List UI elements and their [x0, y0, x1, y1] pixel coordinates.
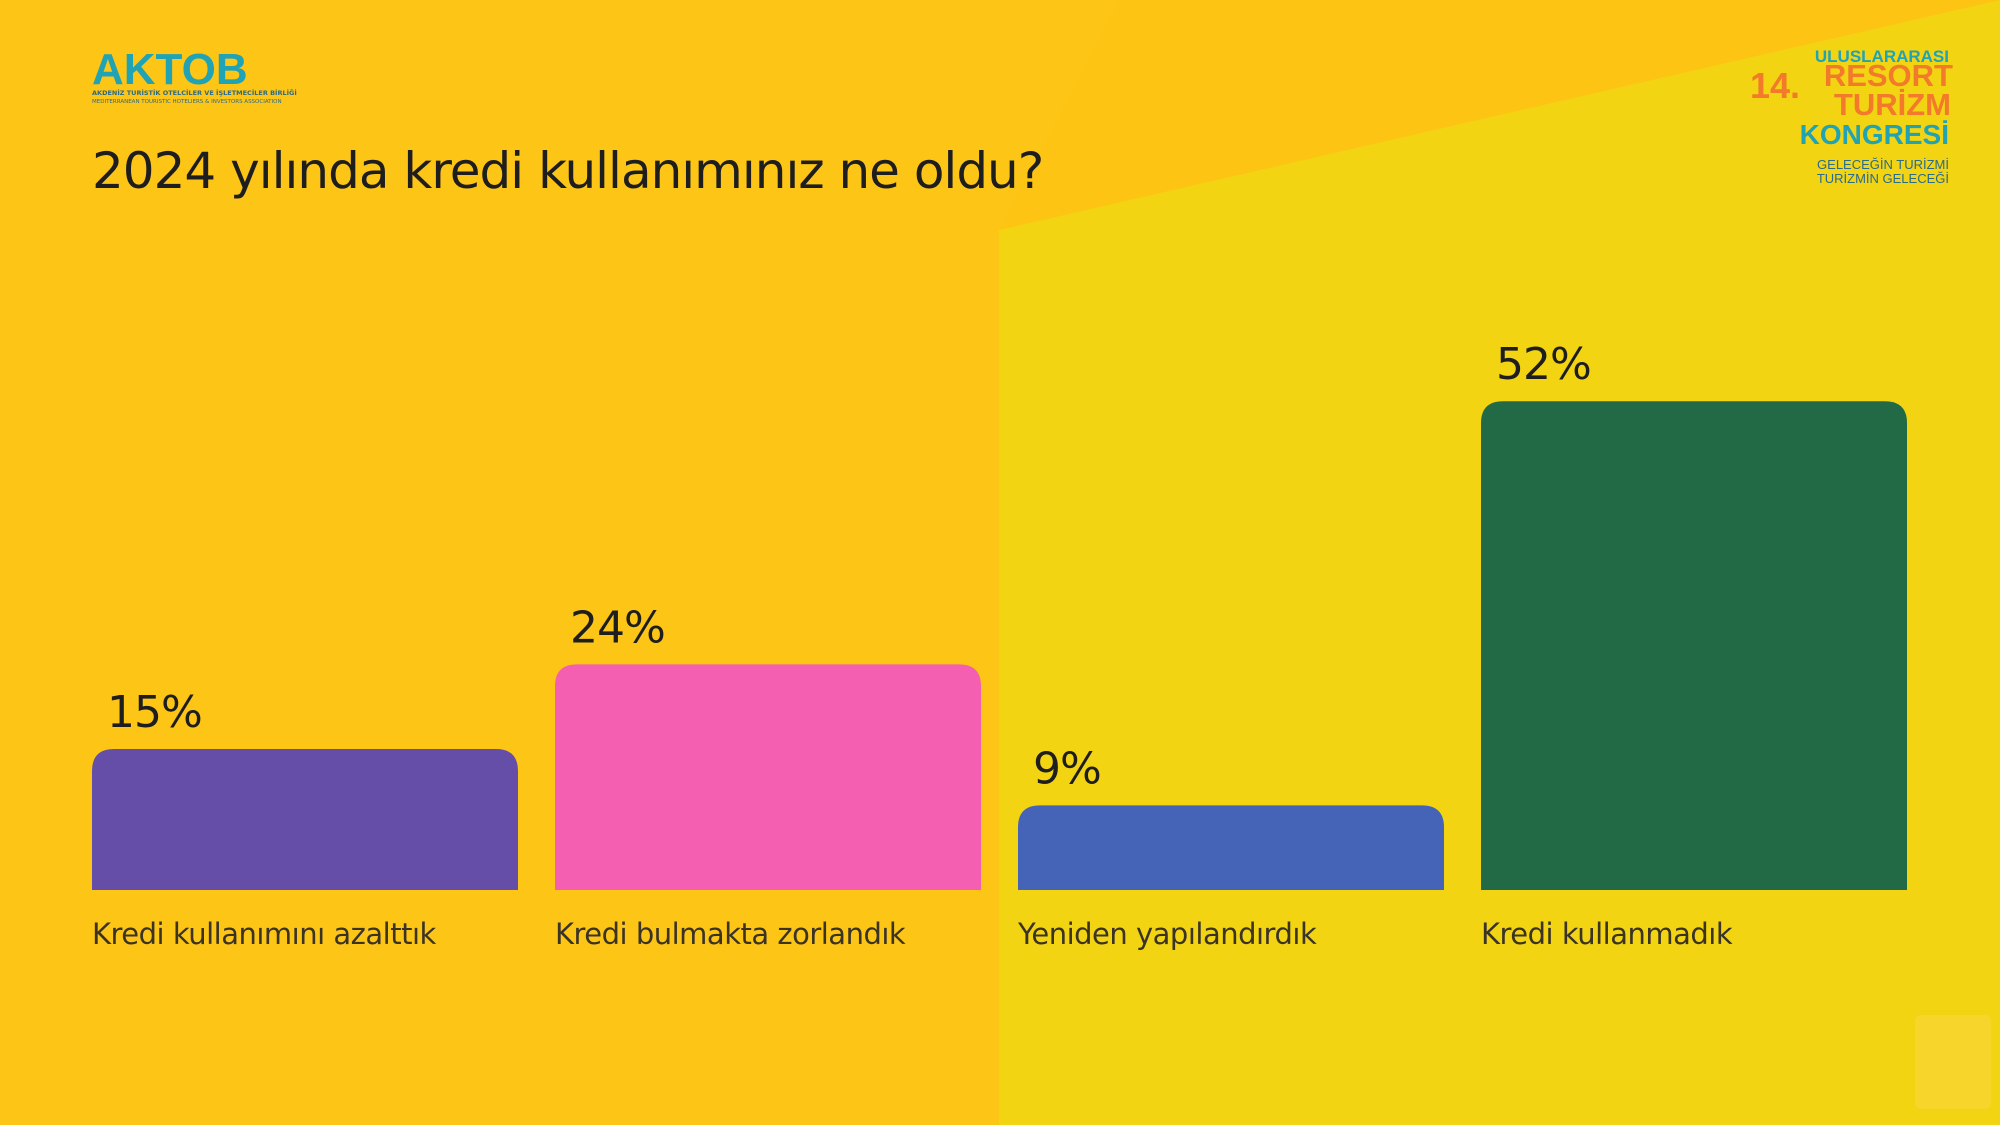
brand-line: MEDITERRANEAN TOURISTIC HOTELIERS & INVE…	[92, 99, 282, 105]
event-top: ULUSLARARASI	[1815, 47, 1949, 66]
bar	[1481, 401, 1907, 890]
corner-square	[1915, 1015, 1991, 1109]
event-line: KONGRESİ	[1800, 119, 1949, 150]
category-label: Kredi kullanımını azalttık	[92, 917, 437, 951]
value-label: 15%	[107, 687, 202, 738]
chart-title: 2024 yılında kredi kullanımınız ne oldu?	[92, 142, 1043, 200]
bar	[555, 664, 981, 890]
event-line: RESORT	[1824, 58, 1953, 93]
category-label: Kredi bulmakta zorlandık	[555, 917, 906, 951]
brand-name: AKTOB	[92, 45, 248, 94]
brand-line: AKDENİZ TURİSTİK OTELCİLER VE İŞLETMECİL…	[92, 88, 297, 97]
value-label: 24%	[570, 602, 665, 653]
category-label: Yeniden yapılandırdık	[1017, 917, 1317, 951]
category-label: Kredi kullanmadık	[1481, 917, 1733, 951]
event-logo: ULUSLARARASI 14. RESORT TURİZM KONGRESİ …	[1750, 47, 1953, 186]
bar	[1018, 805, 1444, 890]
value-label: 52%	[1496, 339, 1591, 390]
event-line: TURİZM	[1834, 87, 1951, 122]
event-tag: GELECEĞİN TURİZMİ	[1817, 157, 1949, 172]
background-wedge	[999, 0, 2000, 230]
event-number: 14.	[1750, 65, 1800, 106]
brand-logo: AKTOB AKDENİZ TURİSTİK OTELCİLER VE İŞLE…	[92, 45, 297, 105]
value-label: 9%	[1033, 743, 1101, 794]
event-tag: TURİZMİN GELECEĞİ	[1817, 171, 1949, 186]
bar	[92, 749, 518, 890]
